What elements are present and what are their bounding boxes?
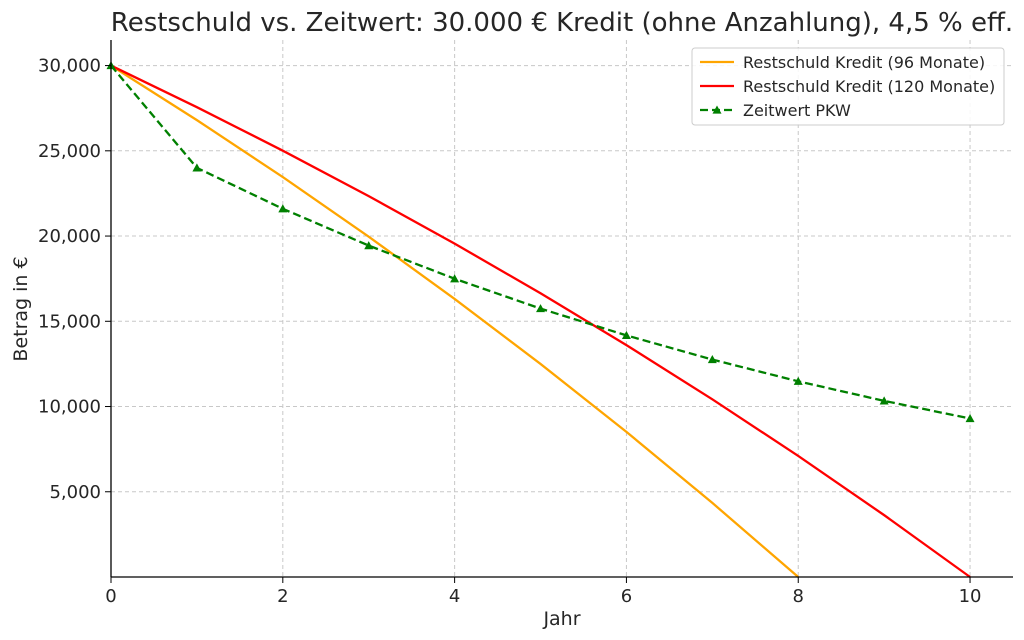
data-point-marker [621,330,631,340]
x-axis-label: Jahr [542,608,580,630]
legend: Restschuld Kredit (96 Monate) Restschuld … [691,47,1005,126]
series-line [110,64,971,578]
legend-box [691,47,1005,126]
legend-label: Restschuld Kredit (96 Monate) [743,53,985,72]
data-point-marker [793,376,803,385]
series-lines [106,61,975,578]
x-tick-label: 8 [793,586,804,607]
legend-label: Restschuld Kredit (120 Monate) [743,77,995,96]
legend-label: Zeitwert PKW [743,101,851,120]
y-tick-label: 15,000 [38,311,101,332]
data-point-marker [450,274,460,283]
chart-title: Restschuld vs. Zeitwert: 30.000 € Kredit… [111,8,1013,38]
x-tick-label: 4 [449,586,460,607]
x-tick-label: 2 [277,586,288,607]
y-tick-label: 5,000 [49,482,101,503]
data-point-marker [278,204,288,213]
y-tick-label: 30,000 [38,56,101,77]
series-line [110,64,799,578]
grid [110,40,1013,577]
data-point-marker [707,355,717,364]
x-tick-label: 6 [621,586,632,607]
x-tick-label: 10 [959,586,982,607]
y-tick-label: 10,000 [38,397,101,418]
y-tick-label: 20,000 [38,226,101,247]
data-point-marker [364,241,374,250]
y-tick-label: 25,000 [38,141,101,162]
y-axis-label: Betrag in € [10,256,32,361]
data-point-marker [192,163,202,172]
data-point-marker [536,304,546,313]
data-point-marker [879,396,889,405]
x-tick-label: 0 [105,586,116,607]
data-point-marker [965,413,975,423]
axes: 0 2 4 6 8 10 5,000 10,000 15,000 20,000 25,000 30,0… [38,40,1013,607]
legend-marker [712,105,722,114]
